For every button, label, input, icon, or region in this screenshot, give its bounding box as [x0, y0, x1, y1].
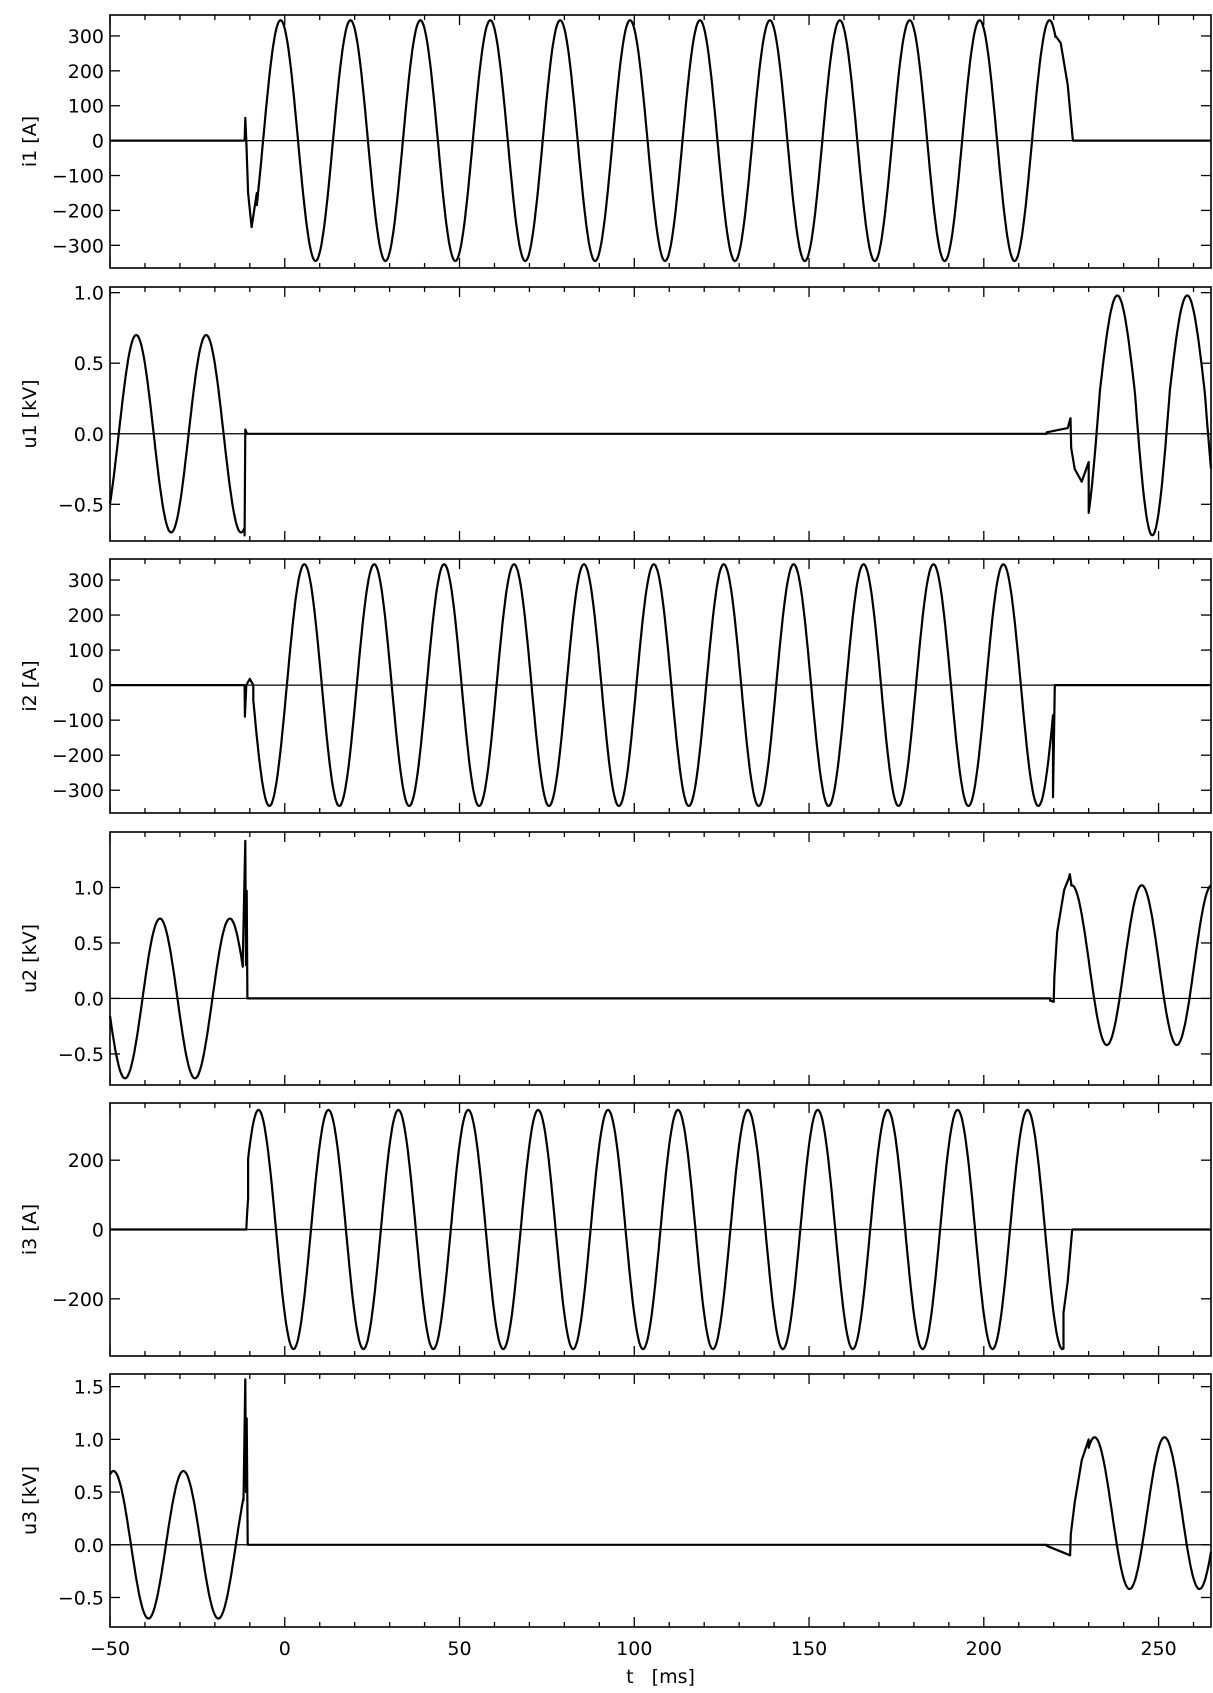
panels-group: 300 200 100 0 −100 −200 −300 i1 [A] 1.0 0.5 0.0 −0.…	[19, 14, 1213, 1660]
x-axis-label: t [ms]	[626, 1666, 695, 1688]
y-axis-label: u2 [kV]	[19, 924, 41, 993]
x-tick-label: 150	[791, 1638, 827, 1660]
panel-u1: 1.0 0.5 0.0 −0.5 u1 [kV]	[19, 283, 1213, 542]
y-tick-label: 1.0	[74, 877, 104, 899]
panel-frame	[109, 14, 1212, 269]
y-tick-label: 1.5	[74, 1377, 104, 1399]
x-tick-label: −50	[90, 1638, 130, 1660]
panel-i2: 300 200 100 0 −100 −200 −300 i2 [A]	[19, 558, 1212, 814]
y-tick-label: 0.5	[74, 353, 104, 375]
y-tick-label: −300	[52, 235, 104, 257]
y-axis-label: i1 [A]	[19, 116, 41, 167]
panel-frame	[109, 286, 1212, 542]
y-tick-label: 0.0	[74, 1535, 104, 1557]
y-tick-label: −300	[52, 780, 104, 802]
y-tick-label: 200	[68, 1150, 104, 1172]
y-tick-label: 100	[68, 640, 104, 662]
y-tick-label: 0.5	[74, 1482, 104, 1504]
series-line-u2	[108, 839, 1212, 1080]
y-tick-label: −0.5	[58, 494, 104, 516]
panel-u2: 1.0 0.5 0.0 −0.5 u2 [kV]	[19, 831, 1212, 1086]
panel-frame	[109, 1373, 1212, 1628]
panel-i3: 200 0 −200 i3 [A]	[19, 1102, 1212, 1357]
y-tick-label: 200	[68, 61, 104, 83]
y-tick-label: 300	[68, 26, 104, 48]
series-line-i2	[110, 563, 1211, 807]
series-line-i3	[110, 1108, 1211, 1351]
y-tick-label: −100	[52, 710, 104, 732]
series-line-i1	[110, 19, 1211, 263]
y-tick-label: 1.0	[74, 1429, 104, 1451]
y-tick-label: 0	[92, 675, 104, 697]
x-tick-label: 250	[1140, 1638, 1176, 1660]
y-tick-label: −200	[52, 1289, 104, 1311]
y-tick-label: 100	[68, 96, 104, 118]
y-tick-label: 1.0	[74, 283, 104, 305]
y-tick-label: 0	[92, 131, 104, 153]
y-tick-label: −200	[52, 745, 104, 767]
series-line-u3	[109, 1378, 1213, 1620]
x-tick-label: 50	[447, 1638, 471, 1660]
series-line-u1	[108, 294, 1213, 537]
y-tick-label: 0	[92, 1220, 104, 1242]
panel-u3: 1.5 1.0 0.5 0.0 −0.5 u3 [kV]	[19, 1373, 1213, 1628]
y-axis-label: i3 [A]	[19, 1204, 41, 1255]
y-axis-label: u1 [kV]	[19, 380, 41, 449]
y-tick-label: −0.5	[58, 1587, 104, 1609]
y-tick-label: −200	[52, 200, 104, 222]
x-tick-label: 200	[966, 1638, 1002, 1660]
y-tick-label: 0.5	[74, 933, 104, 955]
y-tick-label: 200	[68, 605, 104, 627]
y-axis-label: u3 [kV]	[19, 1466, 41, 1535]
y-tick-label: −0.5	[58, 1044, 104, 1066]
y-tick-label: −100	[52, 166, 104, 188]
x-tick-label: 0	[279, 1638, 291, 1660]
panel-i1: 300 200 100 0 −100 −200 −300 i1 [A]	[19, 14, 1212, 269]
y-axis-label: i2 [A]	[19, 660, 41, 711]
x-tick-label: 100	[616, 1638, 652, 1660]
y-tick-label: 0.0	[74, 988, 104, 1010]
y-tick-label: 0.0	[74, 424, 104, 446]
y-tick-label: 300	[68, 570, 104, 592]
panel-frame	[109, 831, 1212, 1086]
